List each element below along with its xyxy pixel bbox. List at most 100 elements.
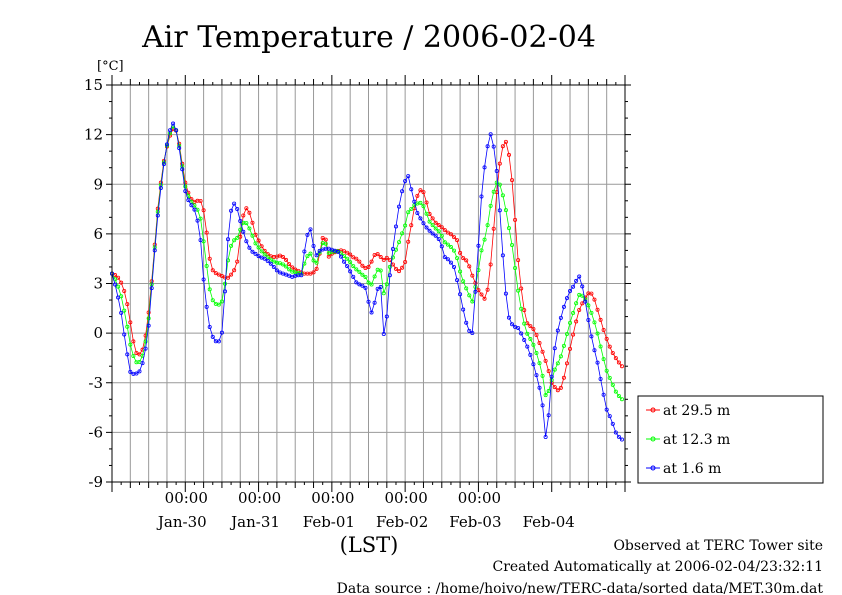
data-point [455,278,460,283]
data-point [561,343,566,348]
data-point [552,346,557,351]
data-point [360,263,365,268]
data-point [238,227,243,232]
data-point [424,211,429,216]
data-point [555,328,560,333]
data-point [595,307,600,312]
data-point [589,310,594,315]
data-point [503,208,508,213]
data-point [598,344,603,349]
data-point [568,289,573,294]
data-point [268,261,273,266]
data-point [222,289,227,294]
data-point [510,242,515,247]
data-point [540,373,545,378]
x-day-label: Jan-30 [156,513,207,531]
data-point [448,232,453,237]
data-point [354,267,359,272]
x-time-label: 00:00 [458,489,501,507]
x-time-label: 00:00 [311,489,354,507]
data-point [186,198,191,203]
data-point [207,256,212,261]
data-point [491,144,496,149]
data-point [201,208,206,213]
data-point [482,237,487,242]
data-point [574,319,579,324]
data-point [351,255,356,260]
data-point [247,210,252,215]
data-point [571,284,576,289]
data-point [424,225,429,230]
y-axis: -9 -6 -3 0 3 6 9 12 15 [84,76,631,491]
data-point [244,239,249,244]
data-point [143,346,148,351]
data-point [510,322,515,327]
data-point [299,273,304,278]
data-point [125,352,130,357]
data-point [354,280,359,285]
data-point [485,144,490,149]
data-point [558,315,563,320]
data-point [510,178,515,183]
data-point [430,231,435,236]
y-tick-label: 6 [93,225,103,243]
data-point [503,291,508,296]
data-point [339,254,344,259]
data-point [540,349,545,354]
data-point [564,332,569,337]
data-point [155,213,160,218]
chart-title: Air Temperature / 2006-02-04 [141,20,596,55]
data-point [390,255,395,260]
data-point [378,285,383,290]
data-point [516,325,521,330]
data-point [436,236,441,241]
data-point [461,279,466,284]
data-point [461,307,466,312]
data-point [213,271,218,276]
data-point [345,256,350,261]
data-point [400,189,405,194]
data-point [448,260,453,265]
data-point [232,201,237,206]
data-point [442,255,447,260]
data-point [485,223,490,228]
data-point [342,249,347,254]
data-point [442,240,447,245]
data-point [479,248,484,253]
data-point [525,344,530,349]
data-point [259,249,264,254]
series-layer [110,121,624,442]
data-point [198,198,203,203]
data-point [131,354,136,359]
data-point [513,265,518,270]
data-point [351,264,356,269]
data-point [265,258,270,263]
legend-label: at 29.5 m [663,403,730,419]
data-point [335,249,340,254]
data-point [308,227,313,232]
data-point [433,233,438,238]
footer-site: Observed at TERC Tower site [613,538,823,554]
series-line [111,125,623,400]
data-point [537,385,542,390]
data-point [580,284,585,289]
data-point [314,253,319,258]
data-point [601,328,606,333]
data-point [204,264,209,269]
data-point [253,241,258,246]
data-point [458,269,463,274]
data-point [122,308,127,313]
data-point [583,299,588,304]
data-point [256,238,261,243]
data-point [406,210,411,215]
data-point [479,194,484,199]
data-point [555,361,560,366]
data-point [314,260,319,265]
x-day-label: Feb-04 [523,513,575,531]
data-point [284,257,289,262]
data-point [384,314,389,319]
data-point [314,266,319,271]
data-point [458,250,463,255]
data-point [610,421,615,426]
data-point [516,258,521,263]
